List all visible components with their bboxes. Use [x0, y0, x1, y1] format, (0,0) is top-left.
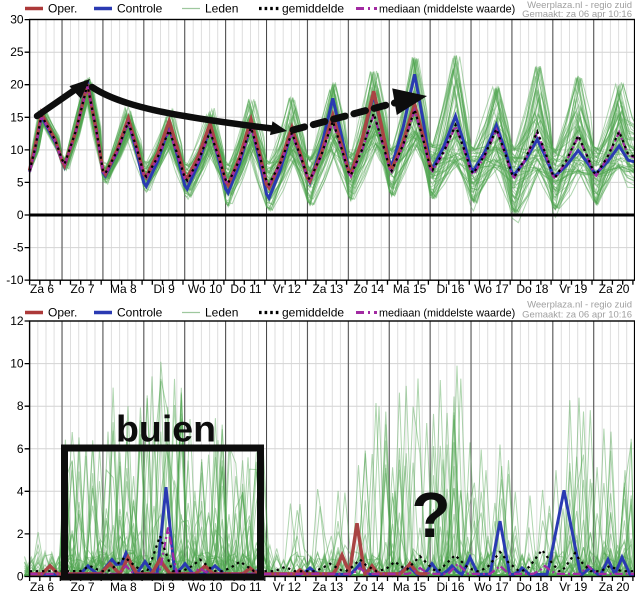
svg-text:Ma 8: Ma 8 — [110, 580, 137, 594]
svg-text:Wo 10: Wo 10 — [188, 282, 223, 296]
svg-text:Do 18: Do 18 — [516, 282, 548, 296]
svg-text:Vr 12: Vr 12 — [273, 282, 302, 296]
svg-text:8: 8 — [17, 399, 24, 413]
svg-text:Vr 19: Vr 19 — [559, 282, 588, 296]
svg-text:Di 16: Di 16 — [436, 282, 464, 296]
svg-text:2: 2 — [17, 527, 24, 541]
svg-text:Ma 15: Ma 15 — [393, 282, 427, 296]
svg-text:Leden: Leden — [205, 2, 238, 16]
svg-text:Za 13: Za 13 — [312, 580, 343, 594]
svg-text:Zo 14: Zo 14 — [353, 282, 384, 296]
svg-text:Oper.: Oper. — [48, 2, 77, 16]
svg-text:Gemaakt: za 06 apr 10:16: Gemaakt: za 06 apr 10:16 — [522, 309, 632, 320]
svg-text:Oper.: Oper. — [48, 306, 77, 320]
svg-text:Leden: Leden — [205, 306, 238, 320]
svg-text:-5: -5 — [13, 241, 24, 255]
svg-text:Do 11: Do 11 — [230, 580, 261, 594]
svg-text:Zo 14: Zo 14 — [353, 580, 384, 594]
svg-text:5: 5 — [17, 175, 24, 189]
svg-text:0: 0 — [17, 570, 24, 584]
svg-text:6: 6 — [17, 442, 24, 456]
svg-text:Di 9: Di 9 — [154, 282, 176, 296]
svg-text:Wo 17: Wo 17 — [474, 580, 509, 594]
svg-text:Zo 7: Zo 7 — [70, 282, 94, 296]
svg-text:15: 15 — [10, 110, 24, 124]
svg-text:Gemaakt: za 06 apr 10:16: Gemaakt: za 06 apr 10:16 — [522, 9, 632, 20]
svg-text:Za 13: Za 13 — [312, 282, 343, 296]
svg-text:10: 10 — [10, 357, 24, 371]
svg-text:Controle: Controle — [117, 306, 163, 320]
svg-text:Za 20: Za 20 — [599, 282, 630, 296]
svg-text:Za 20: Za 20 — [599, 580, 630, 594]
svg-text:Za 6: Za 6 — [30, 282, 54, 296]
svg-text:Controle: Controle — [117, 2, 163, 16]
svg-text:Do 18: Do 18 — [516, 580, 548, 594]
svg-text:Weerplaza.nl - regio zuid: Weerplaza.nl - regio zuid — [527, 300, 632, 311]
svg-text:-10: -10 — [6, 273, 24, 287]
svg-text:Wo 10: Wo 10 — [188, 580, 223, 594]
svg-text:Weerplaza.nl - regio zuid: Weerplaza.nl - regio zuid — [527, 0, 632, 11]
svg-text:Za 6: Za 6 — [30, 580, 54, 594]
svg-text:4: 4 — [17, 484, 24, 498]
svg-text:Di 9: Di 9 — [154, 580, 176, 594]
svg-text:Do 11: Do 11 — [230, 282, 261, 296]
svg-text:Vr 19: Vr 19 — [559, 580, 588, 594]
svg-text:10: 10 — [10, 143, 24, 157]
svg-text:Vr 12: Vr 12 — [273, 580, 302, 594]
svg-text:mediaan (middelste waarde): mediaan (middelste waarde) — [379, 4, 515, 16]
svg-text:Di 16: Di 16 — [436, 580, 464, 594]
svg-text:Zo 7: Zo 7 — [70, 580, 94, 594]
svg-text:25: 25 — [10, 45, 24, 59]
svg-text:20: 20 — [10, 78, 24, 92]
svg-text:mediaan (middelste waarde): mediaan (middelste waarde) — [379, 308, 515, 320]
svg-text:Ma 15: Ma 15 — [393, 580, 427, 594]
svg-text:Ma 8: Ma 8 — [110, 282, 137, 296]
svg-text:gemiddelde: gemiddelde — [282, 2, 344, 16]
svg-text:buien: buien — [116, 408, 216, 450]
svg-text:30: 30 — [10, 13, 24, 27]
svg-text:12: 12 — [10, 314, 24, 328]
svg-text:0: 0 — [17, 208, 24, 222]
svg-text:?: ? — [411, 479, 450, 551]
svg-text:gemiddelde: gemiddelde — [282, 306, 344, 320]
svg-text:Wo 17: Wo 17 — [474, 282, 509, 296]
